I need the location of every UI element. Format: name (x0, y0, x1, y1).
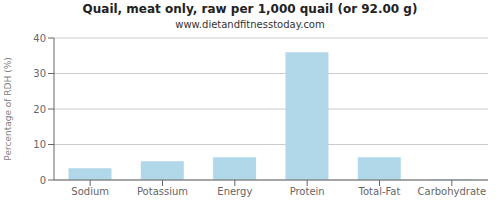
html-text:Quail, meat only, raw per 1,00: Quail, meat only, raw per 1,000 quail (o… (82, 2, 418, 16)
svg-text:30: 30 (33, 68, 46, 79)
svg-text:Energy: Energy (217, 186, 252, 197)
svg-text:0: 0 (40, 175, 46, 186)
svg-text:Protein: Protein (290, 186, 325, 197)
svg-text:Sodium: Sodium (71, 186, 109, 197)
svg-text:Percentage of RDH (%): Percentage of RDH (%) (8, 57, 13, 160)
svg-text:10: 10 (33, 139, 46, 150)
svg-text:20: 20 (33, 104, 46, 115)
html-text:www.dietandfitnesstoday.com: www.dietandfitnesstoday.com (175, 19, 325, 30)
svg-text:40: 40 (33, 33, 46, 44)
svg-text:Carbohydrate: Carbohydrate (418, 186, 487, 197)
svg-text:Total-Fat: Total-Fat (358, 186, 401, 197)
svg-text:Potassium: Potassium (137, 186, 188, 197)
